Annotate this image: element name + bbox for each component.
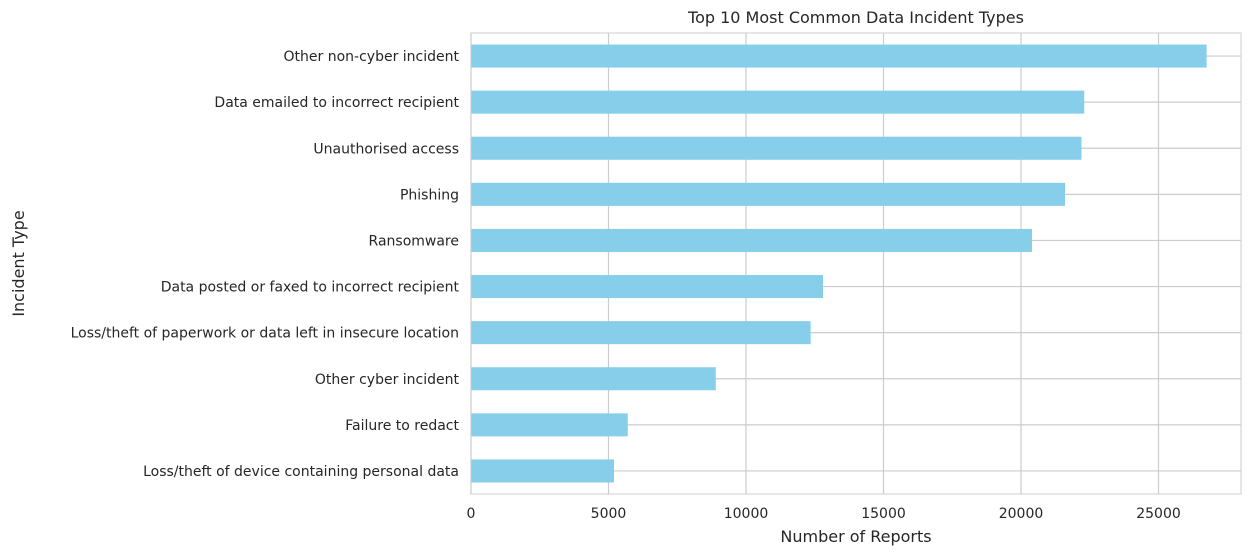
y-tick-labels: Other non-cyber incident Data emailed to … bbox=[71, 49, 460, 480]
x-tick-label: 15000 bbox=[861, 506, 906, 522]
x-tick-label: 0 bbox=[467, 506, 476, 522]
bar bbox=[471, 321, 811, 345]
bar bbox=[471, 228, 1032, 252]
bar bbox=[471, 367, 716, 391]
y-tick-label: Phishing bbox=[400, 187, 459, 203]
bar bbox=[471, 182, 1065, 206]
y-tick-label: Loss/theft of device containing personal… bbox=[143, 464, 459, 480]
x-tick-label: 10000 bbox=[724, 506, 769, 522]
y-tick-label: Data posted or faxed to incorrect recipi… bbox=[161, 280, 460, 296]
y-tick-label: Loss/theft of paperwork or data left in … bbox=[71, 326, 459, 342]
y-tick-label: Other non-cyber incident bbox=[284, 49, 460, 65]
chart-title: Top 10 Most Common Data Incident Types bbox=[687, 8, 1024, 27]
bar bbox=[471, 136, 1082, 160]
x-tick-label: 20000 bbox=[999, 506, 1044, 522]
bar bbox=[471, 413, 628, 437]
y-tick-label: Other cyber incident bbox=[315, 372, 460, 388]
bar bbox=[471, 90, 1085, 114]
x-tick-label: 5000 bbox=[591, 506, 627, 522]
y-tick-label: Data emailed to incorrect recipient bbox=[214, 95, 459, 111]
x-axis-title: Number of Reports bbox=[780, 527, 931, 546]
bars bbox=[471, 44, 1207, 483]
bar bbox=[471, 44, 1207, 68]
bar bbox=[471, 275, 823, 299]
y-tick-label: Unauthorised access bbox=[313, 141, 459, 157]
y-tick-label: Failure to redact bbox=[345, 418, 459, 434]
x-tick-label: 25000 bbox=[1136, 506, 1181, 522]
bar bbox=[471, 459, 614, 483]
y-tick-label: Ransomware bbox=[369, 233, 459, 249]
x-tick-labels: 0 5000 10000 15000 20000 25000 bbox=[467, 506, 1181, 522]
plot-frame bbox=[470, 32, 1242, 495]
y-axis-title: Incident Type bbox=[9, 210, 28, 316]
